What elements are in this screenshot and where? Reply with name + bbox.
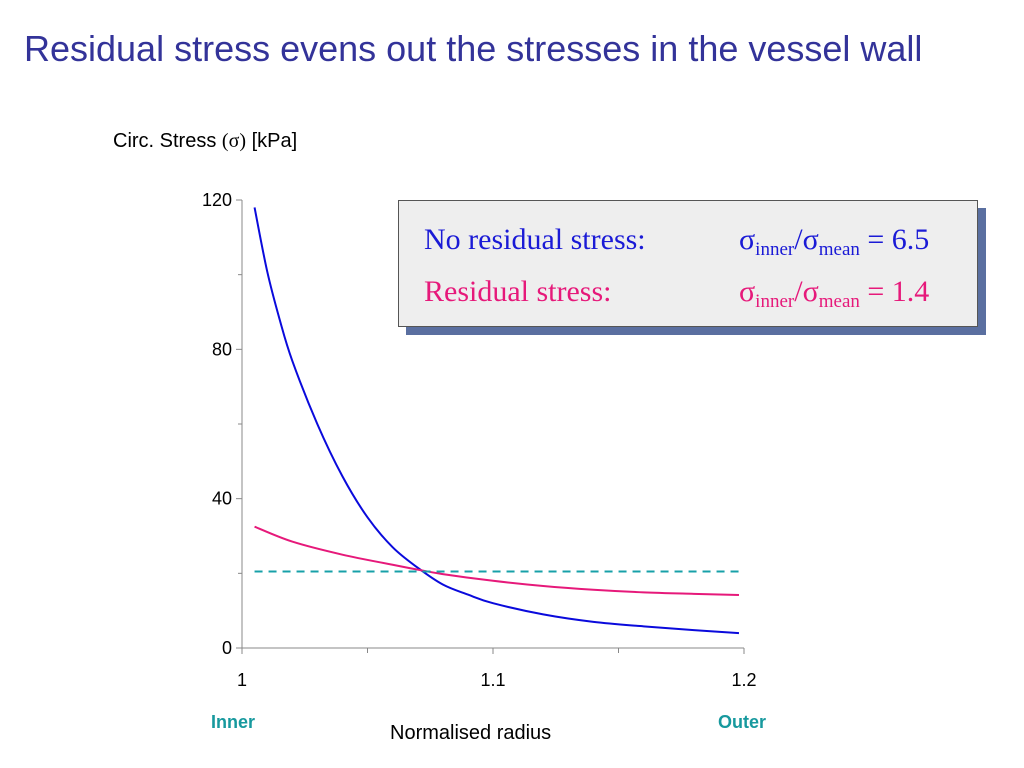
x-tick-label: 1.2 bbox=[731, 670, 756, 690]
y-axis-label-symbol: (σ) bbox=[221, 130, 247, 152]
y-tick-label: 0 bbox=[222, 638, 232, 658]
sigma-symbol: σ bbox=[802, 223, 819, 256]
sigma-symbol: σ bbox=[739, 223, 756, 256]
x-tick-label: 1.1 bbox=[480, 670, 505, 690]
subscript-inner: inner bbox=[755, 239, 795, 260]
slide-title: Residual stress evens out the stresses i… bbox=[24, 28, 923, 69]
legend-ratio-residual: σinner/σmean = 1.4 bbox=[739, 275, 929, 313]
legend-ratio-no-residual: σinner/σmean = 6.5 bbox=[739, 223, 929, 261]
ratio-slash: / bbox=[794, 275, 803, 308]
legend-box: No residual stress: σinner/σmean = 6.5 R… bbox=[398, 200, 978, 327]
ratio-value: = 1.4 bbox=[859, 275, 930, 308]
sigma-symbol: σ bbox=[739, 275, 756, 308]
y-axis-label-text: Circ. Stress bbox=[113, 130, 222, 152]
subscript-mean: mean bbox=[818, 291, 860, 312]
y-axis-label: Circ. Stress (σ) [kPa] bbox=[113, 130, 297, 153]
y-axis-label-unit: [kPa] bbox=[246, 130, 298, 152]
legend-label-no-residual: No residual stress: bbox=[424, 223, 646, 256]
x-axis-label: Normalised radius bbox=[390, 722, 552, 744]
series-line-no-residual bbox=[253, 207, 740, 635]
ratio-value: = 6.5 bbox=[859, 223, 930, 256]
y-tick-label: 40 bbox=[212, 489, 232, 509]
sigma-symbol: σ bbox=[802, 275, 819, 308]
legend-label-residual: Residual stress: bbox=[424, 275, 612, 308]
inner-label: Inner bbox=[211, 712, 256, 732]
subscript-mean: mean bbox=[818, 239, 860, 260]
x-tick-label: 1 bbox=[237, 670, 247, 690]
series-line-residual bbox=[254, 525, 740, 596]
y-tick-label: 80 bbox=[212, 339, 232, 359]
outer-label: Outer bbox=[718, 712, 767, 732]
ratio-slash: / bbox=[794, 223, 803, 256]
y-tick-label: 120 bbox=[202, 190, 232, 210]
subscript-inner: inner bbox=[755, 291, 795, 312]
